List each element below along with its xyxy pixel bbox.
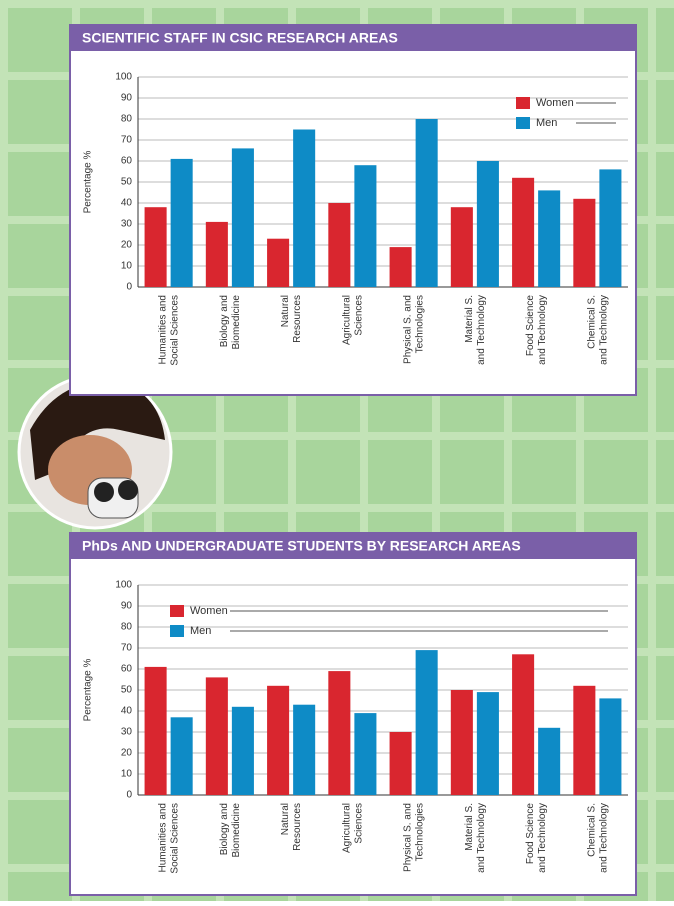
legend-label: Women: [536, 97, 574, 109]
y-tick-label: 40: [121, 706, 133, 717]
y-tick-label: 10: [121, 769, 133, 780]
y-tick-label: 20: [121, 748, 133, 759]
bar: [354, 713, 377, 795]
panel-header: [70, 533, 636, 559]
y-tick-label: 30: [121, 727, 133, 738]
bar: [538, 190, 561, 287]
x-tick-label: Physical S. andTechnologies: [402, 295, 425, 364]
y-tick-label: 90: [121, 601, 133, 612]
panel-header: [70, 25, 636, 51]
y-tick-label: 80: [121, 622, 133, 633]
bar: [328, 671, 351, 795]
bar: [231, 706, 254, 795]
bar: [573, 685, 596, 795]
y-tick-label: 50: [121, 177, 133, 188]
x-tick-label: AgriculturalSciences: [341, 803, 364, 853]
bar: [328, 203, 351, 287]
y-tick-label: 80: [121, 114, 133, 125]
y-tick-label: 60: [121, 156, 133, 167]
y-tick-label: 60: [121, 664, 133, 675]
bar: [450, 690, 473, 795]
bar: [205, 221, 228, 287]
legend-swatch: [516, 97, 530, 109]
bar: [389, 732, 412, 795]
x-tick-label: Food Scienceand Technology: [525, 295, 548, 365]
bar: [538, 727, 561, 795]
y-tick-label: 90: [121, 93, 133, 104]
bar: [512, 654, 535, 795]
y-tick-label: 10: [121, 261, 133, 272]
y-tick-label: 70: [121, 135, 133, 146]
x-tick-label: Humanities andSocial Sciences: [157, 803, 180, 874]
bar: [573, 198, 596, 287]
x-tick-label: Food Scienceand Technology: [525, 803, 548, 873]
bar: [205, 677, 228, 795]
legend-label: Men: [536, 117, 557, 129]
bar: [231, 148, 254, 287]
x-tick-label: Biology andBiomedicine: [219, 295, 242, 350]
bar: [144, 207, 167, 287]
bar: [389, 247, 412, 287]
bar: [267, 238, 290, 287]
y-tick-label: 30: [121, 219, 133, 230]
bar: [170, 717, 193, 795]
y-tick-label: 100: [115, 72, 132, 83]
y-axis-label: Percentage %: [83, 150, 94, 213]
bar: [599, 698, 622, 795]
legend-swatch: [516, 117, 530, 129]
x-tick-label: NaturalResources: [280, 295, 303, 343]
chart-title: SCIENTIFIC STAFF IN CSIC RESEARCH AREAS: [82, 30, 398, 46]
x-tick-label: Material S.and Technology: [464, 803, 487, 873]
x-tick-label: Material S.and Technology: [464, 295, 487, 365]
x-tick-label: AgriculturalSciences: [341, 295, 364, 345]
bar: [476, 692, 499, 795]
x-tick-label: Chemical S.and Technology: [586, 803, 609, 873]
chart-title: PhDs AND UNDERGRADUATE STUDENTS BY RESEA…: [82, 538, 521, 554]
bar: [415, 650, 438, 795]
bar: [415, 119, 438, 287]
x-tick-label: Biology andBiomedicine: [219, 803, 242, 858]
y-axis-label: Percentage %: [83, 658, 94, 721]
legend-label: Men: [190, 625, 211, 637]
bar: [354, 165, 377, 287]
bar: [170, 158, 193, 287]
y-tick-label: 100: [115, 580, 132, 591]
x-tick-label: NaturalResources: [280, 803, 303, 851]
x-tick-label: Chemical S.and Technology: [586, 295, 609, 365]
legend-swatch: [170, 605, 184, 617]
bar: [293, 704, 316, 795]
bar: [512, 177, 535, 287]
bar: [293, 129, 316, 287]
legend-label: Women: [190, 605, 228, 617]
bar: [599, 169, 622, 287]
x-tick-label: Physical S. andTechnologies: [402, 803, 425, 872]
photo: [17, 374, 173, 530]
bar: [267, 685, 290, 795]
bar: [450, 207, 473, 287]
y-tick-label: 20: [121, 240, 133, 251]
y-tick-label: 70: [121, 643, 133, 654]
bar: [144, 666, 167, 795]
bar: [476, 161, 499, 287]
y-tick-label: 0: [126, 282, 132, 293]
y-tick-label: 50: [121, 685, 133, 696]
x-tick-label: Humanities andSocial Sciences: [157, 295, 180, 366]
legend-swatch: [170, 625, 184, 637]
y-tick-label: 0: [126, 790, 132, 801]
y-tick-label: 40: [121, 198, 133, 209]
